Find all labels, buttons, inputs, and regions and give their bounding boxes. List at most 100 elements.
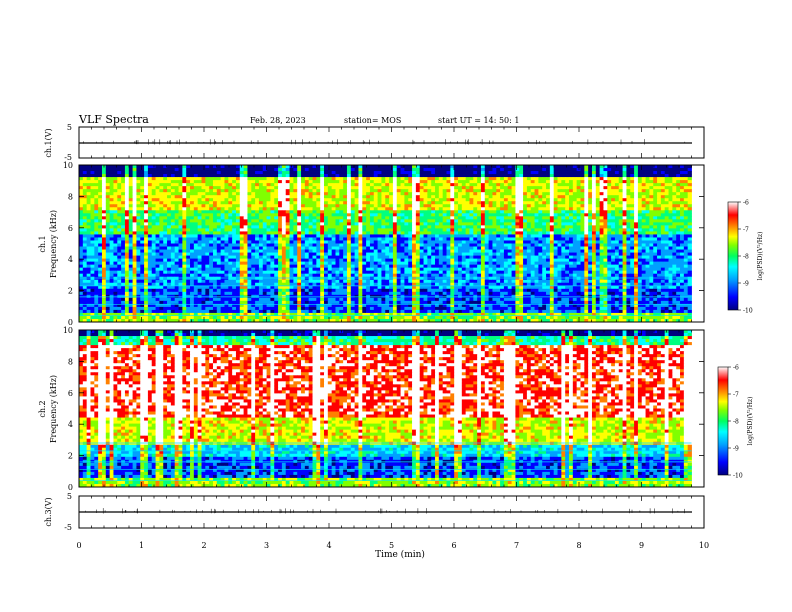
spectrogram-cell (664, 213, 669, 217)
spectrogram-cell (561, 240, 566, 244)
spectrogram-cell (151, 201, 156, 205)
spectrogram-cell (304, 234, 310, 238)
spectrogram-cell (327, 231, 333, 235)
spectrogram-cell (511, 249, 516, 253)
spectrogram-cell (653, 186, 658, 190)
spectrogram-cell (293, 180, 298, 184)
spectrogram-cell (205, 219, 210, 223)
spectrogram-cell (251, 192, 256, 196)
spectrogram-cell (228, 237, 233, 241)
spectrogram-cell (232, 246, 237, 250)
spectrogram-cell (346, 210, 352, 214)
spectrogram-cell (232, 171, 237, 175)
spectrogram-cell (603, 174, 608, 178)
spectrogram-cell (457, 174, 463, 178)
spectrogram-cell (423, 192, 428, 196)
spectrogram-cell (320, 198, 325, 202)
spectrogram-cell (412, 213, 417, 217)
spectrogram-cell (167, 222, 172, 226)
spectrogram-cell (258, 234, 264, 238)
spectrogram-cell (412, 180, 417, 184)
spectrogram-cell (477, 201, 482, 205)
spectrogram-cell (220, 249, 225, 253)
spectrogram-cell (657, 195, 662, 199)
spectrogram-cell (680, 195, 685, 199)
spectrogram-cell (270, 237, 275, 241)
spectrogram-cell (270, 234, 275, 238)
spectrogram-cell (503, 240, 509, 244)
spectrogram-cell (507, 243, 512, 247)
spectrogram-cell (611, 243, 616, 247)
spectrogram-cell (90, 249, 95, 253)
spectrogram-cell (167, 249, 172, 253)
spectrogram-cell (232, 192, 237, 196)
spectrogram-cell (144, 240, 149, 244)
spectrogram-cell (136, 216, 141, 220)
spectrogram-cell (251, 171, 256, 175)
spectrogram-cell (664, 207, 669, 211)
spectrogram-cell (147, 231, 153, 235)
spectrogram-cell (546, 204, 551, 208)
spectrogram-cell (258, 201, 264, 205)
spectrogram-cell (473, 198, 478, 202)
spectrogram-cell (293, 255, 298, 259)
spectrogram-cell (128, 189, 133, 193)
spectrogram-cell (588, 231, 593, 235)
spectrogram-cell (182, 186, 187, 190)
spectrogram-cell (369, 195, 375, 199)
spectrogram-cell (147, 213, 153, 217)
spectrogram-cell (293, 210, 298, 214)
spectrogram-cell (569, 177, 574, 181)
spectrogram-cell (182, 183, 187, 187)
spectrogram-cell (400, 237, 405, 241)
spectrogram-cell (580, 231, 585, 235)
spectrogram-cell (301, 228, 306, 232)
spectrogram-cell (144, 168, 149, 172)
spectrogram-cell (507, 180, 512, 184)
spectrogram-cell (327, 189, 333, 193)
spectrogram-cell (289, 177, 294, 181)
spectrogram-cell (320, 204, 325, 208)
spectrogram-cell (316, 165, 321, 169)
spectrogram-cell (167, 195, 172, 199)
spectrogram-cell (350, 180, 356, 184)
spectrogram-cell (258, 183, 264, 187)
spectrogram-cell (159, 177, 164, 181)
spectrogram-cell (190, 246, 195, 250)
spectrogram-cell (343, 195, 348, 199)
spectrogram-cell (488, 198, 493, 202)
spectrogram-cell (327, 243, 333, 247)
spectrogram-cell (121, 240, 126, 244)
spectrogram-cell (301, 216, 306, 220)
spectrogram-cell (174, 219, 179, 223)
spectrogram-cell (603, 234, 608, 238)
spectrogram-cell (576, 240, 581, 244)
spectrogram-cell (542, 177, 547, 181)
spectrogram-cell (438, 210, 444, 214)
spectrogram-cell (515, 192, 520, 196)
spectrogram-cell (653, 243, 658, 247)
spectrogram-cell (607, 216, 612, 220)
spectrogram-cell (653, 249, 658, 253)
spectrogram-cell (461, 195, 467, 199)
spectrogram-cell (676, 168, 681, 172)
spectrogram-cell (324, 228, 329, 232)
spectrogram-cell (293, 234, 298, 238)
spectrogram-cell (561, 249, 566, 253)
spectrogram-cell (553, 195, 558, 199)
spectrogram-cell (255, 246, 260, 250)
spectrogram-cell (442, 165, 447, 169)
spectrogram-cell (687, 231, 692, 235)
spectrogram-cell (79, 252, 84, 256)
spectrogram-cell (611, 246, 616, 250)
spectrogram-cell (427, 201, 432, 205)
spectrogram-cell (473, 225, 478, 229)
spectrogram-cell (346, 243, 352, 247)
spectrogram-cell (247, 234, 252, 238)
spectrogram-cell (664, 171, 669, 175)
spectrogram-cell (159, 252, 164, 256)
spectrogram-cell (193, 255, 199, 259)
spectrogram-cell (565, 201, 570, 205)
spectrogram-cell (546, 228, 551, 232)
spectrogram-cell (381, 171, 386, 175)
